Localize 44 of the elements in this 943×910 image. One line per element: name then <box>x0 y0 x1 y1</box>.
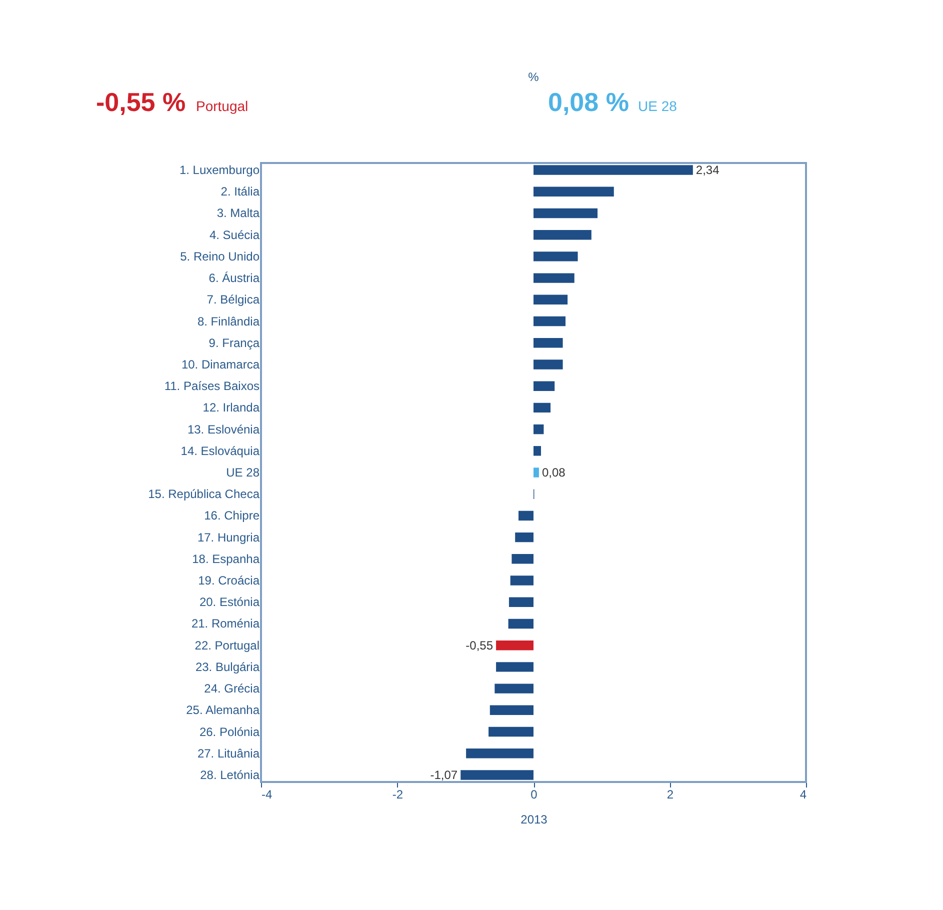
y-tick-label: 10. Dinamarca <box>181 357 260 372</box>
text: -0,55 % <box>96 87 186 117</box>
y-tick-label: 16. Chipre <box>204 508 260 523</box>
y-tick-label: 28. Letónia <box>200 768 260 782</box>
y-tick-label: 15. República Checa <box>148 487 260 502</box>
y-tick-label: 18. Espanha <box>192 552 260 566</box>
y-tick-label: 19. Croácia <box>198 574 260 588</box>
y-tick-label: 13. Eslovénia <box>187 422 260 436</box>
y-tick-label: 8. Finlândia <box>197 314 260 328</box>
y-tick-label: 7. Bélgica <box>206 292 260 307</box>
y-tick-label: 6. Áustria <box>208 271 260 286</box>
x-tick-label: -4 <box>262 788 272 802</box>
x-tick-label: 2 <box>666 788 674 802</box>
data-label: 2,34 <box>696 163 720 178</box>
y-tick-label: 27. Lituânia <box>197 746 260 760</box>
y-tick-label: 9. França <box>208 336 260 350</box>
text: Portugal <box>196 98 248 114</box>
data-label: -0,55 <box>466 638 494 652</box>
x-tick-label: -2 <box>392 788 404 802</box>
data-label: -1,07 <box>430 768 458 782</box>
chart-title: % <box>528 70 540 84</box>
y-tick-label: UE 28 <box>226 466 260 480</box>
y-tick-label: 1. Luxemburgo <box>179 163 260 178</box>
y-tick-label: 5. Reino Unido <box>180 249 260 264</box>
y-tick-label: 22. Portugal <box>194 638 260 652</box>
y-tick-label: 2. Itália <box>220 184 260 199</box>
y-tick-label: 21. Roménia <box>191 616 260 631</box>
y-tick-label: 4. Suécia <box>209 228 260 242</box>
text: 0,08 % <box>548 87 629 117</box>
y-tick-label: 11. Países Baixos <box>164 379 260 394</box>
data-label: 0,08 <box>542 466 566 480</box>
y-tick-label: 20. Estónia <box>199 595 260 610</box>
y-tick-label: 26. Polónia <box>199 724 260 739</box>
x-tick-label: 0 <box>530 788 538 802</box>
y-tick-label: 14. Eslováquia <box>180 444 260 458</box>
x-tick-label: 4 <box>800 788 807 802</box>
x-axis-title: 2013 <box>520 812 548 826</box>
y-tick-label: 24. Grécia <box>204 682 260 696</box>
y-tick-label: 17. Hungria <box>197 530 260 544</box>
y-tick-label: 12. Irlanda <box>202 400 260 415</box>
text: UE 28 <box>638 98 678 114</box>
y-tick-label: 23. Bulgária <box>195 660 260 674</box>
y-tick-label: 25. Alemanha <box>186 703 260 718</box>
y-tick-label: 3. Malta <box>216 206 260 220</box>
